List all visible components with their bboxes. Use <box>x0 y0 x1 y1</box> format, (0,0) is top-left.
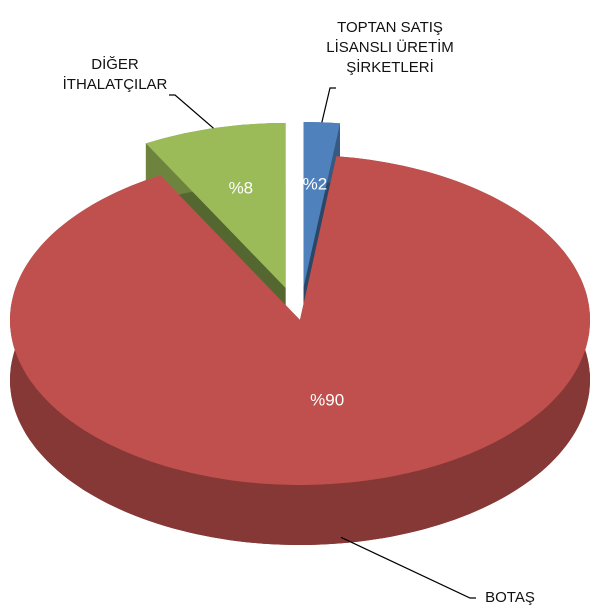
leader-line <box>321 87 336 123</box>
slice <box>145 123 286 288</box>
leader-line <box>340 536 476 599</box>
category-label: DİĞER İTHALATÇILAR <box>62 56 168 93</box>
leader-line <box>169 94 214 129</box>
value-label: %8 <box>229 178 254 197</box>
category-label: BOTAŞ <box>485 589 535 606</box>
value-label: %2 <box>303 174 328 193</box>
category-label: TOPTAN SATIŞ LİSANSLI ÜRETİM ŞİRKETLERİ <box>326 19 454 76</box>
slice <box>10 156 590 486</box>
value-label: %90 <box>310 391 344 410</box>
slice <box>303 122 340 288</box>
